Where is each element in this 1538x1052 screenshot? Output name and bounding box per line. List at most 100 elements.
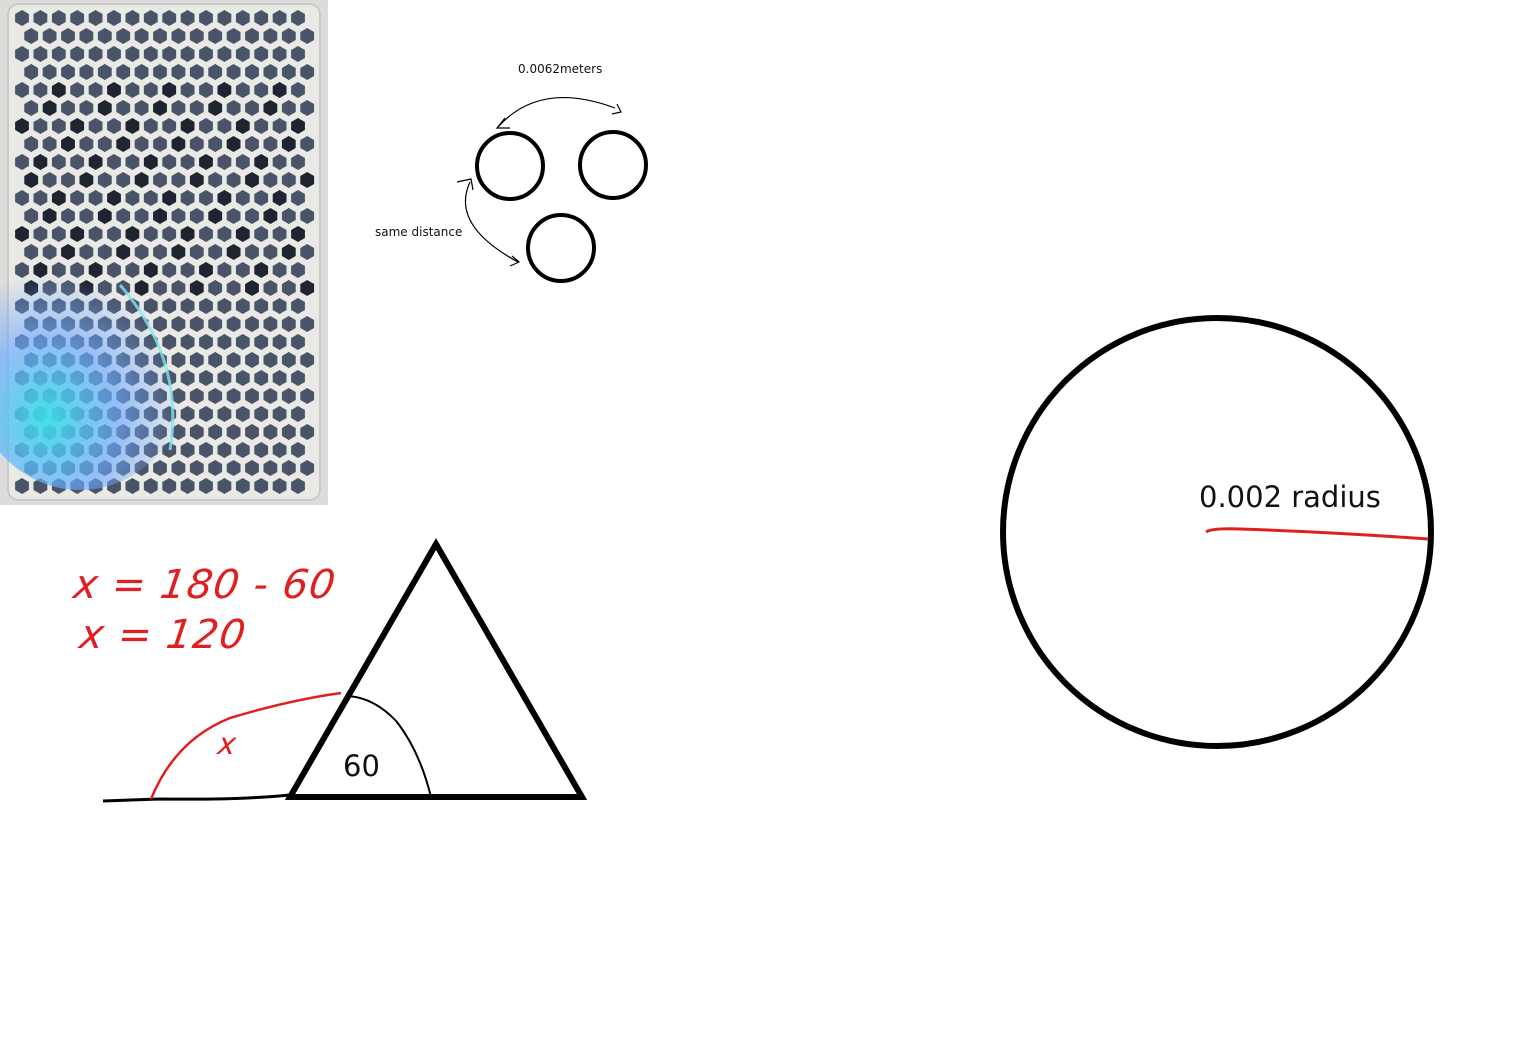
hex-hole bbox=[272, 334, 287, 350]
hex-hole bbox=[33, 226, 48, 242]
hex-hole bbox=[226, 64, 241, 80]
distance-arrowhead-right bbox=[611, 103, 622, 115]
hex-hole bbox=[125, 478, 140, 494]
hex-hole bbox=[226, 316, 241, 332]
hex-hole bbox=[217, 442, 232, 458]
hex-hole bbox=[208, 316, 223, 332]
hex-hole bbox=[134, 208, 149, 224]
hex-hole bbox=[70, 46, 85, 62]
hex-hole bbox=[235, 46, 250, 62]
hex-hole bbox=[189, 136, 204, 152]
hex-hole bbox=[171, 244, 186, 260]
hex-hole bbox=[116, 172, 131, 188]
hex-hole bbox=[143, 10, 158, 26]
hex-hole bbox=[208, 280, 223, 296]
hex-hole bbox=[189, 28, 204, 44]
hex-hole bbox=[291, 10, 305, 26]
hex-hole bbox=[199, 226, 213, 242]
hex-hole bbox=[281, 28, 296, 44]
hex-hole bbox=[97, 100, 112, 116]
hex-hole bbox=[107, 226, 121, 242]
hex-hole bbox=[125, 82, 140, 98]
hex-hole bbox=[245, 136, 259, 152]
hex-hole bbox=[24, 136, 39, 152]
hex-hole bbox=[162, 190, 177, 206]
equation-line-2: x = 120 bbox=[76, 612, 250, 658]
hex-hole bbox=[245, 208, 259, 224]
angle-label: 60 bbox=[343, 749, 380, 783]
hex-hole bbox=[15, 190, 29, 206]
hex-hole bbox=[291, 190, 305, 206]
hex-hole bbox=[291, 370, 305, 386]
hex-hole bbox=[281, 280, 296, 296]
hex-hole bbox=[226, 424, 241, 440]
hex-hole bbox=[272, 226, 287, 242]
hex-hole bbox=[134, 100, 149, 116]
hex-hole bbox=[88, 190, 103, 206]
same-distance-label: same distance bbox=[375, 225, 463, 239]
hex-hole bbox=[162, 262, 177, 278]
hex-hole bbox=[235, 190, 250, 206]
hex-hole-grid bbox=[0, 0, 328, 505]
hex-hole bbox=[245, 64, 259, 80]
hex-hole bbox=[226, 244, 241, 260]
hex-hole bbox=[134, 64, 149, 80]
hex-hole bbox=[245, 280, 259, 296]
hex-hole bbox=[180, 154, 195, 170]
hex-hole bbox=[42, 100, 57, 116]
hex-hole bbox=[254, 406, 269, 422]
hex-hole bbox=[180, 118, 195, 134]
hex-hole bbox=[254, 370, 269, 386]
hex-hole bbox=[291, 46, 305, 62]
hex-hole bbox=[254, 226, 269, 242]
hex-hole bbox=[125, 190, 140, 206]
hex-hole bbox=[263, 316, 278, 332]
hex-hole bbox=[263, 280, 278, 296]
hex-hole bbox=[245, 100, 259, 116]
hex-hole bbox=[97, 208, 112, 224]
hex-hole bbox=[281, 424, 296, 440]
hex-hole bbox=[42, 28, 57, 44]
hex-hole bbox=[199, 46, 213, 62]
hex-hole bbox=[33, 154, 48, 170]
hex-hole bbox=[180, 190, 195, 206]
hex-hole bbox=[199, 406, 213, 422]
big-circle bbox=[1000, 315, 1434, 749]
hex-hole bbox=[272, 190, 287, 206]
hex-hole bbox=[42, 64, 57, 80]
hex-hole bbox=[272, 82, 287, 98]
hex-hole bbox=[199, 82, 213, 98]
hex-hole bbox=[217, 46, 232, 62]
hex-hole bbox=[134, 136, 149, 152]
hex-hole bbox=[263, 352, 278, 368]
same-distance-arrowhead-top bbox=[456, 178, 474, 191]
hex-hole bbox=[208, 172, 223, 188]
hex-hole bbox=[24, 172, 39, 188]
hex-hole bbox=[199, 10, 213, 26]
hex-hole bbox=[125, 10, 140, 26]
hex-hole bbox=[125, 118, 140, 134]
hex-hole bbox=[291, 334, 305, 350]
hex-hole bbox=[70, 118, 85, 134]
hex-hole bbox=[171, 460, 186, 476]
hex-hole bbox=[263, 100, 278, 116]
hex-hole bbox=[272, 442, 287, 458]
hex-hole bbox=[107, 10, 121, 26]
hex-hole bbox=[153, 136, 167, 152]
hex-hole bbox=[180, 262, 195, 278]
hex-hole bbox=[235, 298, 250, 314]
hex-hole bbox=[61, 28, 75, 44]
hex-hole bbox=[199, 154, 213, 170]
hex-hole bbox=[189, 280, 204, 296]
hex-hole bbox=[199, 334, 213, 350]
hex-hole bbox=[125, 226, 140, 242]
hex-hole bbox=[88, 46, 103, 62]
hex-hole bbox=[300, 388, 315, 404]
hex-hole bbox=[300, 172, 315, 188]
hex-hole bbox=[171, 64, 186, 80]
hex-hole bbox=[42, 208, 57, 224]
hex-hole bbox=[208, 244, 223, 260]
hex-hole bbox=[61, 64, 75, 80]
hex-hole bbox=[254, 190, 269, 206]
hex-hole bbox=[88, 118, 103, 134]
